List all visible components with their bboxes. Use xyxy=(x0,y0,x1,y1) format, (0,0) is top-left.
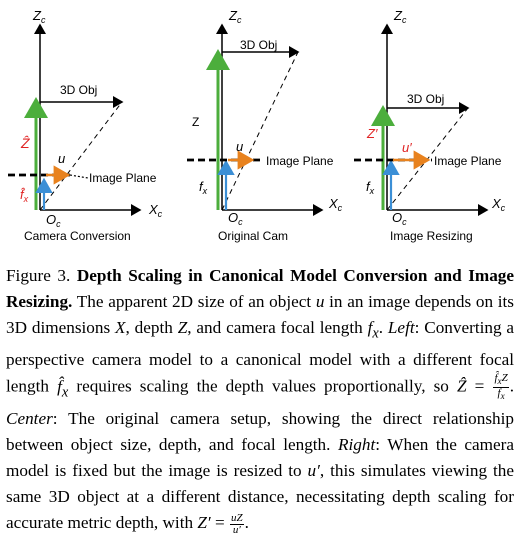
center-plane-label: Image Plane xyxy=(266,154,334,168)
caption-text: , and camera focal length xyxy=(187,318,363,338)
right-z-label: Z′ xyxy=(366,126,378,141)
caption-text: : Converting a perspective camera model … xyxy=(6,318,515,396)
caption-text: The apparent 2D size of an object xyxy=(76,292,312,312)
center-u-label: u xyxy=(236,139,243,154)
left-title: Camera Conversion xyxy=(24,229,131,243)
left-plane-label: Image Plane xyxy=(89,171,157,185)
left-z-hat: Ẑ xyxy=(20,135,30,151)
left-origin: Oc xyxy=(46,212,61,229)
right-origin: Oc xyxy=(392,210,407,227)
center-axis-z: Zc xyxy=(228,8,242,25)
center-origin: Oc xyxy=(228,210,243,227)
caption-text: , depth xyxy=(125,318,173,338)
caption-center-label: Center xyxy=(6,408,53,428)
center-z-label: Z xyxy=(192,115,199,129)
caption-right-label: Right xyxy=(338,434,376,454)
panel-left: Zc Xc Oc 3D Obj Image Plane u Ẑ f̂x Came… xyxy=(8,8,163,243)
right-plane-label: Image Plane xyxy=(434,154,502,168)
center-f-label: fx xyxy=(199,179,208,196)
panel-center: Zc Xc Oc 3D Obj Image Plane u Z fx Origi… xyxy=(187,8,343,243)
center-title: Original Cam xyxy=(218,229,288,243)
left-axis-z: Zc xyxy=(32,8,46,25)
caption-text: in an image depends on its 3D dimensions xyxy=(6,292,514,338)
center-obj-label: 3D Obj xyxy=(240,38,277,52)
figure-caption: Figure 3. Depth Scaling in Canonical Mod… xyxy=(6,266,515,536)
caption-text: requires scaling the depth values propor… xyxy=(76,376,449,396)
right-title: Image Resizing xyxy=(390,229,473,243)
right-u-label: u′ xyxy=(402,140,412,155)
caption-title: Depth Scaling in Canonical Model Convers… xyxy=(6,266,515,312)
right-axis-z: Zc xyxy=(393,8,407,25)
panel-right: Zc Xc Oc 3D Obj Image Plane u′ Z′ fx Ima… xyxy=(354,8,506,243)
left-axis-x: Xc xyxy=(148,202,163,219)
right-obj-label: 3D Obj xyxy=(407,92,444,106)
left-f-hat: f̂x xyxy=(20,187,29,204)
caption-text: : The original camera setup, showing the… xyxy=(6,408,514,454)
figure-diagram: Zc Xc Oc 3D Obj Image Plane u Ẑ f̂x Came… xyxy=(8,8,506,243)
right-axis-x: Xc xyxy=(491,196,506,213)
caption-figure-label: Figure 3. xyxy=(6,266,71,285)
right-f-label: fx xyxy=(366,179,375,196)
center-axis-x: Xc xyxy=(328,196,343,213)
left-obj-label: 3D Obj xyxy=(60,83,97,97)
caption-text: , this simulates viewing the same 3D obj… xyxy=(6,460,515,533)
left-u-label: u xyxy=(58,151,65,166)
caption-left-label: Left xyxy=(387,318,415,338)
caption-text: : When the camera model is fixed but the… xyxy=(6,434,514,480)
